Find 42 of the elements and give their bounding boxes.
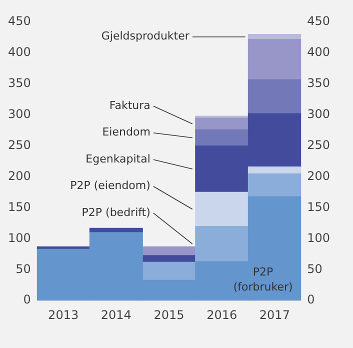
y-tick-label: 200 [8, 168, 31, 183]
bar [195, 192, 249, 227]
text: P2P (eiendom) [70, 179, 150, 192]
y-tick-label: 350 [8, 76, 31, 90]
x-tick-label: 2013 [48, 308, 79, 322]
text: Gjeldsprodukter [101, 30, 190, 43]
x-tick-label: 2014 [100, 308, 132, 322]
bar [248, 79, 302, 114]
y-tick-label: 250 [8, 138, 31, 152]
text: Eiendom [102, 126, 150, 139]
y2-tick-label: 200 [307, 168, 330, 183]
y-tick-label: 450 [8, 14, 31, 28]
y-tick-label: 50 [16, 262, 31, 276]
bar [248, 173, 302, 197]
text: P2P (bedrift) [82, 206, 150, 219]
y2-tick-label: 0 [307, 292, 315, 307]
bar [248, 166, 302, 174]
y-tick-label: 300 [8, 106, 31, 121]
y2-tick-label: 450 [307, 14, 330, 28]
y2-tick-label: 100 [307, 230, 330, 245]
text: Egenkapital [86, 152, 150, 166]
bar [195, 226, 249, 262]
x-tick-label: 2016 [206, 308, 238, 322]
series-label: P2P (forbruker) [233, 265, 293, 294]
y2-tick-label: 50 [307, 262, 322, 276]
bar [195, 118, 249, 130]
bar [142, 255, 196, 263]
y2-tick-label: 400 [307, 45, 330, 60]
y2-tick-label: 300 [307, 106, 330, 121]
y-tick-label: 100 [8, 230, 31, 245]
y2-tick-label: 250 [307, 138, 330, 152]
bar [142, 262, 196, 280]
x-tick-label: 2015 [154, 308, 184, 322]
bar [248, 39, 302, 80]
bar [195, 129, 249, 146]
text: Faktura [109, 98, 150, 112]
x-tick-label: 2017 [259, 308, 290, 322]
y2-tick-label: 350 [307, 76, 330, 90]
y2-tick-label: 150 [307, 200, 330, 214]
y-tick-label: 400 [8, 45, 31, 60]
y-tick-label: 0 [23, 292, 31, 307]
y-tick-label: 150 [8, 200, 31, 214]
